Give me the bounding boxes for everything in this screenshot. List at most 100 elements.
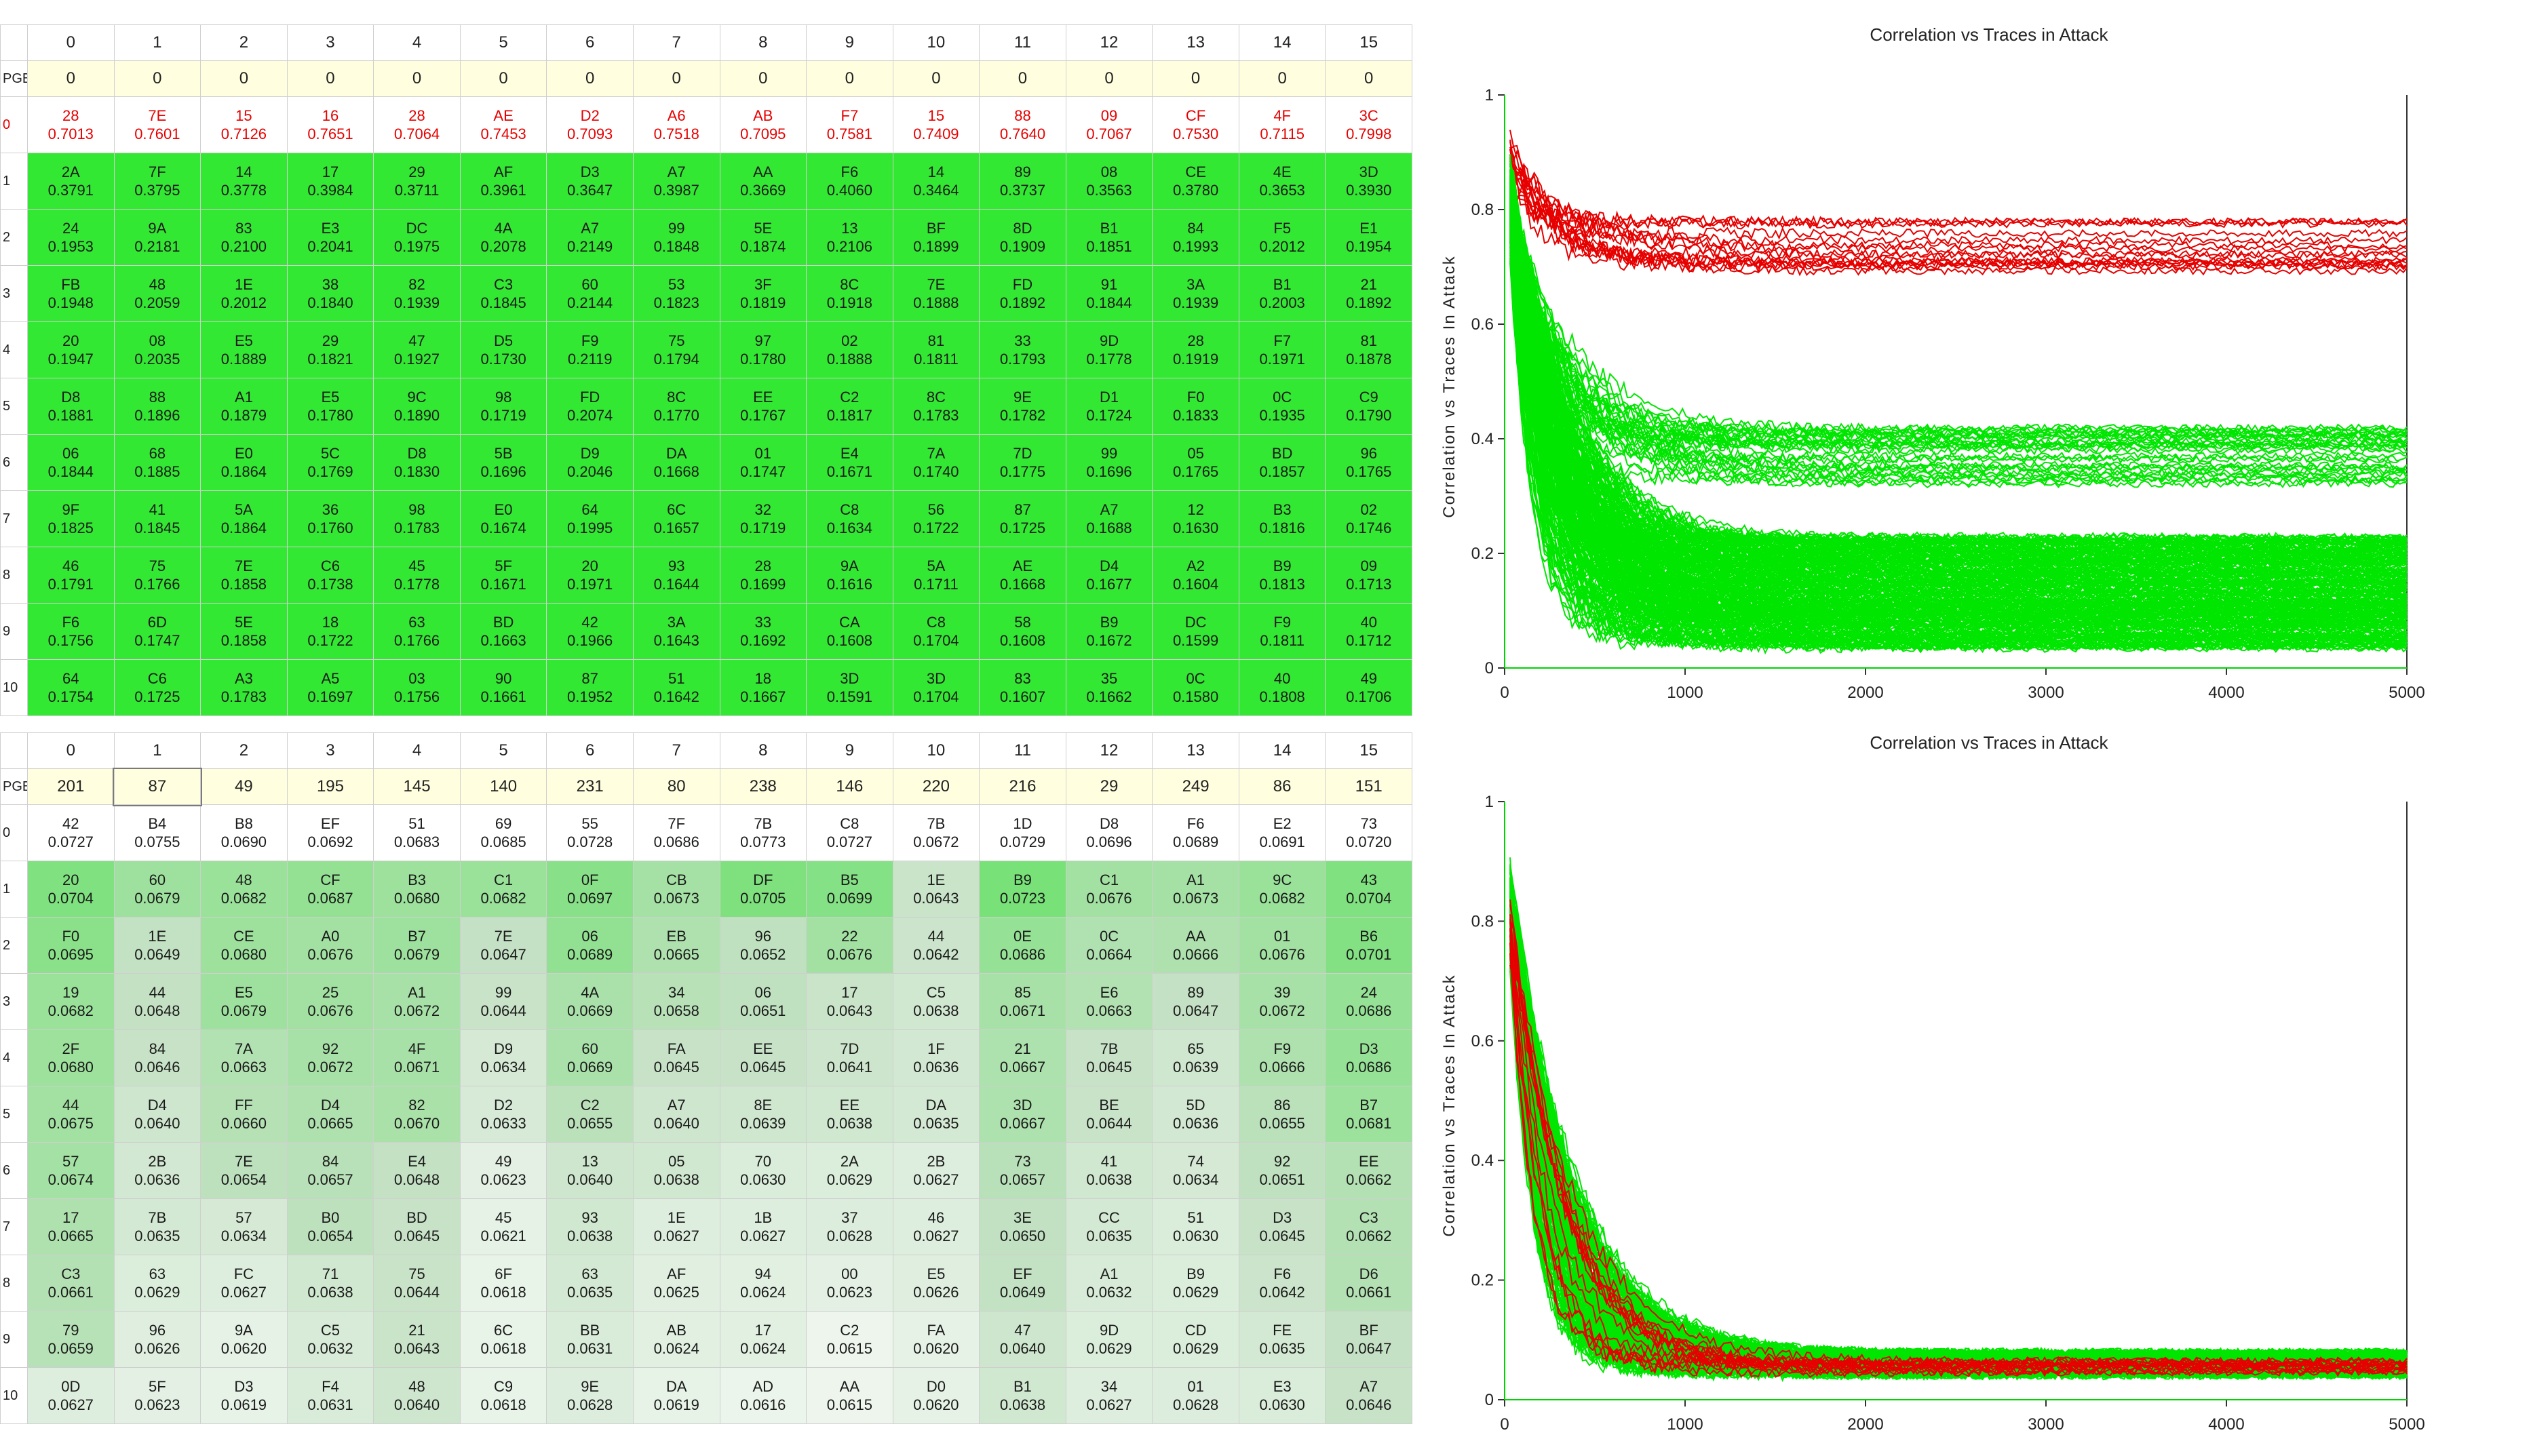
key-guess-cell[interactable]: CB 0.0673 (632, 861, 720, 918)
key-guess-cell[interactable]: 64 0.1995 (546, 490, 634, 547)
key-guess-cell[interactable]: 35 0.1662 (1065, 659, 1153, 716)
key-guess-cell[interactable]: 14 0.3778 (200, 153, 288, 210)
key-guess-cell[interactable]: 40 0.1712 (1325, 603, 1412, 660)
key-guess-cell[interactable]: 2B 0.0627 (892, 1142, 980, 1199)
column-header[interactable]: 8 (719, 24, 807, 61)
key-guess-cell[interactable]: 6F 0.0618 (459, 1255, 547, 1312)
key-guess-cell[interactable]: 21 0.0667 (979, 1029, 1066, 1086)
column-header[interactable]: 6 (546, 24, 634, 61)
key-guess-cell[interactable]: 7B 0.0635 (113, 1198, 201, 1255)
key-guess-cell[interactable]: 3A 0.1643 (632, 603, 720, 660)
column-header[interactable]: 0 (27, 732, 115, 769)
column-header[interactable]: 10 (892, 24, 980, 61)
key-guess-cell[interactable]: D1 0.1724 (1065, 378, 1153, 435)
key-guess-cell[interactable]: 7E 0.1888 (892, 265, 980, 322)
key-guess-cell[interactable]: 6C 0.1657 (632, 490, 720, 547)
key-guess-cell[interactable]: 85 0.0671 (979, 973, 1066, 1030)
key-guess-cell[interactable]: 83 0.2100 (200, 209, 288, 266)
pge-cell[interactable]: 216 (979, 768, 1066, 805)
key-guess-cell[interactable]: 45 0.1778 (373, 547, 461, 604)
key-guess-cell[interactable]: 21 0.1892 (1325, 265, 1412, 322)
key-guess-cell[interactable]: 63 0.0635 (546, 1255, 634, 1312)
key-guess-cell[interactable]: 05 0.0638 (632, 1142, 720, 1199)
pge-cell[interactable]: 220 (892, 768, 980, 805)
key-guess-cell[interactable]: E4 0.0648 (373, 1142, 461, 1199)
key-guess-cell[interactable]: F0 0.0695 (27, 917, 115, 974)
key-guess-cell[interactable]: F7 0.7581 (806, 96, 893, 153)
key-guess-cell[interactable]: BD 0.1857 (1238, 434, 1326, 491)
key-guess-cell[interactable]: F5 0.2012 (1238, 209, 1326, 266)
key-guess-cell[interactable]: 60 0.0669 (546, 1029, 634, 1086)
key-guess-cell[interactable]: 38 0.1840 (286, 265, 374, 322)
key-guess-cell[interactable]: 93 0.0638 (546, 1198, 634, 1255)
key-guess-cell[interactable]: 12 0.1630 (1152, 490, 1239, 547)
key-guess-cell[interactable]: E5 0.1889 (200, 321, 288, 378)
key-guess-cell[interactable]: 20 0.1947 (27, 321, 115, 378)
key-guess-cell[interactable]: 7B 0.0773 (719, 804, 807, 861)
key-guess-cell[interactable]: C5 0.0632 (286, 1311, 374, 1368)
key-guess-cell[interactable]: 3E 0.0650 (979, 1198, 1066, 1255)
key-guess-cell[interactable]: 71 0.0638 (286, 1255, 374, 1312)
key-guess-cell[interactable]: 96 0.0652 (719, 917, 807, 974)
column-header[interactable]: 5 (459, 732, 547, 769)
key-guess-cell[interactable]: C8 0.1704 (892, 603, 980, 660)
key-guess-cell[interactable]: 47 0.0640 (979, 1311, 1066, 1368)
key-guess-cell[interactable]: 39 0.0672 (1238, 973, 1326, 1030)
key-guess-cell[interactable]: 0F 0.0697 (546, 861, 634, 918)
key-guess-cell[interactable]: C1 0.0682 (459, 861, 547, 918)
key-guess-cell[interactable]: E3 0.2041 (286, 209, 374, 266)
key-guess-cell[interactable]: 93 0.1644 (632, 547, 720, 604)
key-guess-cell[interactable]: 70 0.0630 (719, 1142, 807, 1199)
pge-cell[interactable]: 0 (1325, 60, 1412, 97)
key-guess-cell[interactable]: 83 0.1607 (979, 659, 1066, 716)
key-guess-cell[interactable]: EB 0.0665 (632, 917, 720, 974)
key-guess-cell[interactable]: 63 0.0629 (113, 1255, 201, 1312)
key-guess-cell[interactable]: 99 0.0644 (459, 973, 547, 1030)
key-guess-cell[interactable]: E3 0.0630 (1238, 1367, 1326, 1424)
key-guess-cell[interactable]: 34 0.0658 (632, 973, 720, 1030)
pge-cell[interactable]: 238 (719, 768, 807, 805)
key-guess-cell[interactable]: 46 0.1791 (27, 547, 115, 604)
key-guess-cell[interactable]: 92 0.0651 (1238, 1142, 1326, 1199)
key-guess-cell[interactable]: 9C 0.1890 (373, 378, 461, 435)
key-guess-cell[interactable]: 3D 0.0667 (979, 1086, 1066, 1143)
key-guess-cell[interactable]: D4 0.0665 (286, 1086, 374, 1143)
key-guess-cell[interactable]: 09 0.1713 (1325, 547, 1412, 604)
key-guess-cell[interactable]: 86 0.0655 (1238, 1086, 1326, 1143)
column-header[interactable]: 9 (806, 24, 893, 61)
key-guess-cell[interactable]: AD 0.0616 (719, 1367, 807, 1424)
key-guess-cell[interactable]: 13 0.2106 (806, 209, 893, 266)
key-guess-cell[interactable]: 43 0.0704 (1325, 861, 1412, 918)
key-guess-cell[interactable]: F6 0.0642 (1238, 1255, 1326, 1312)
column-header[interactable]: 14 (1238, 732, 1326, 769)
key-guess-cell[interactable]: 7A 0.0663 (200, 1029, 288, 1086)
key-guess-cell[interactable]: 7E 0.1858 (200, 547, 288, 604)
key-guess-cell[interactable]: C3 0.0662 (1325, 1198, 1412, 1255)
key-guess-cell[interactable]: A6 0.7518 (632, 96, 720, 153)
key-guess-cell[interactable]: FE 0.0635 (1238, 1311, 1326, 1368)
column-header[interactable]: 9 (806, 732, 893, 769)
key-guess-cell[interactable]: CE 0.3780 (1152, 153, 1239, 210)
key-guess-cell[interactable]: CC 0.0635 (1065, 1198, 1153, 1255)
key-guess-cell[interactable]: 56 0.1722 (892, 490, 980, 547)
key-guess-cell[interactable]: D8 0.1881 (27, 378, 115, 435)
key-guess-cell[interactable]: 06 0.0689 (546, 917, 634, 974)
key-guess-cell[interactable]: C1 0.0676 (1065, 861, 1153, 918)
key-guess-cell[interactable]: 7B 0.0645 (1065, 1029, 1153, 1086)
key-guess-cell[interactable]: D9 0.0634 (459, 1029, 547, 1086)
column-header[interactable]: 7 (632, 732, 720, 769)
key-guess-cell[interactable]: 24 0.0686 (1325, 973, 1412, 1030)
pge-cell[interactable]: 0 (373, 60, 461, 97)
column-header[interactable]: 0 (27, 24, 115, 61)
key-guess-cell[interactable]: 7D 0.0641 (806, 1029, 893, 1086)
key-guess-cell[interactable]: 1E 0.2012 (200, 265, 288, 322)
key-guess-cell[interactable]: 8C 0.1783 (892, 378, 980, 435)
key-guess-cell[interactable]: 01 0.1747 (719, 434, 807, 491)
key-guess-cell[interactable]: 29 0.1821 (286, 321, 374, 378)
key-guess-cell[interactable]: 13 0.0640 (546, 1142, 634, 1199)
pge-cell[interactable]: 0 (719, 60, 807, 97)
pge-cell[interactable]: 0 (632, 60, 720, 97)
column-header[interactable]: 4 (373, 24, 461, 61)
key-guess-cell[interactable]: 57 0.0674 (27, 1142, 115, 1199)
pge-cell[interactable]: 0 (892, 60, 980, 97)
